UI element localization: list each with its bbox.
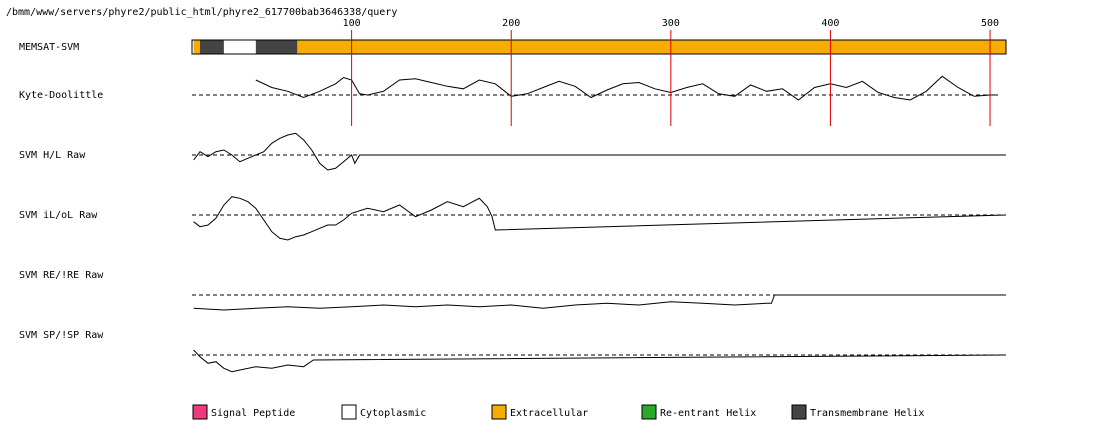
- series-line-svm-re-re-raw: [193, 294, 1006, 311]
- track-label-svm-re-re-raw: SVM RE/!RE Raw: [19, 270, 104, 281]
- segment-transmembrane-helix-1: [199, 40, 224, 54]
- legend-label-signal-peptide: Signal Peptide: [211, 408, 295, 419]
- topology-bar-outline: [191, 39, 1007, 55]
- tick-label-100: 100: [343, 18, 361, 29]
- segment-transmembrane-helix-3: [255, 40, 298, 54]
- legend-swatch-signal-peptide: [192, 404, 208, 420]
- series-line-svm-h-l-raw: [193, 132, 1006, 171]
- track-labels: MEMSAT-SVM Kyte-Doolittle SVM H/L Raw SVM i…: [19, 42, 104, 341]
- track-label-memsat-svm: MEMSAT-SVM: [19, 42, 79, 53]
- legend-label-transmembrane-helix: Transmembrane Helix: [810, 408, 924, 419]
- tick-label-300: 300: [662, 18, 680, 29]
- legend-swatch-extracellular: [491, 404, 507, 420]
- track-label-svm-h-l-raw: SVM H/L Raw: [19, 150, 86, 161]
- tick-label-200: 200: [502, 18, 520, 29]
- track-label-svm-il-ol-raw: SVM iL/oL Raw: [19, 210, 98, 221]
- topology-bar: [191, 39, 1007, 55]
- residue-ticks: 100 200 300 400 500: [343, 18, 999, 126]
- series-line-svm-il-ol-raw: [193, 196, 1007, 241]
- tick-label-400: 400: [821, 18, 839, 29]
- track-label-svm-sp-sp-raw: SVM SP/!SP Raw: [19, 330, 104, 341]
- baselines: [192, 94, 1006, 356]
- legend-swatch-transmembrane-helix: [791, 404, 807, 420]
- series-line-kyte-doolittle: [255, 75, 998, 101]
- query-path-label: /bmm/www/servers/phyre2/public_html/phyr…: [6, 7, 397, 18]
- legend-swatch-cytoplasmic: [341, 404, 357, 420]
- segment-cytoplasmic-2: [223, 40, 256, 54]
- topology-legend: Signal Peptide Cytoplasmic Extracellular Re…: [192, 404, 924, 420]
- tick-label-500: 500: [981, 18, 999, 29]
- legend-label-cytoplasmic: Cytoplasmic: [360, 408, 426, 419]
- track-label-kyte-doolittle: Kyte-Doolittle: [19, 90, 103, 101]
- segment-extracellular-4: [297, 40, 1006, 54]
- legend-label-re-entrant-helix: Re-entrant Helix: [660, 408, 756, 419]
- legend-label-extracellular: Extracellular: [510, 408, 588, 419]
- series-lines: [193, 75, 1007, 373]
- segment-extracellular-0: [193, 40, 200, 54]
- series-line-svm-sp-sp-raw: [193, 349, 1007, 373]
- legend-swatch-re-entrant-helix: [641, 404, 657, 420]
